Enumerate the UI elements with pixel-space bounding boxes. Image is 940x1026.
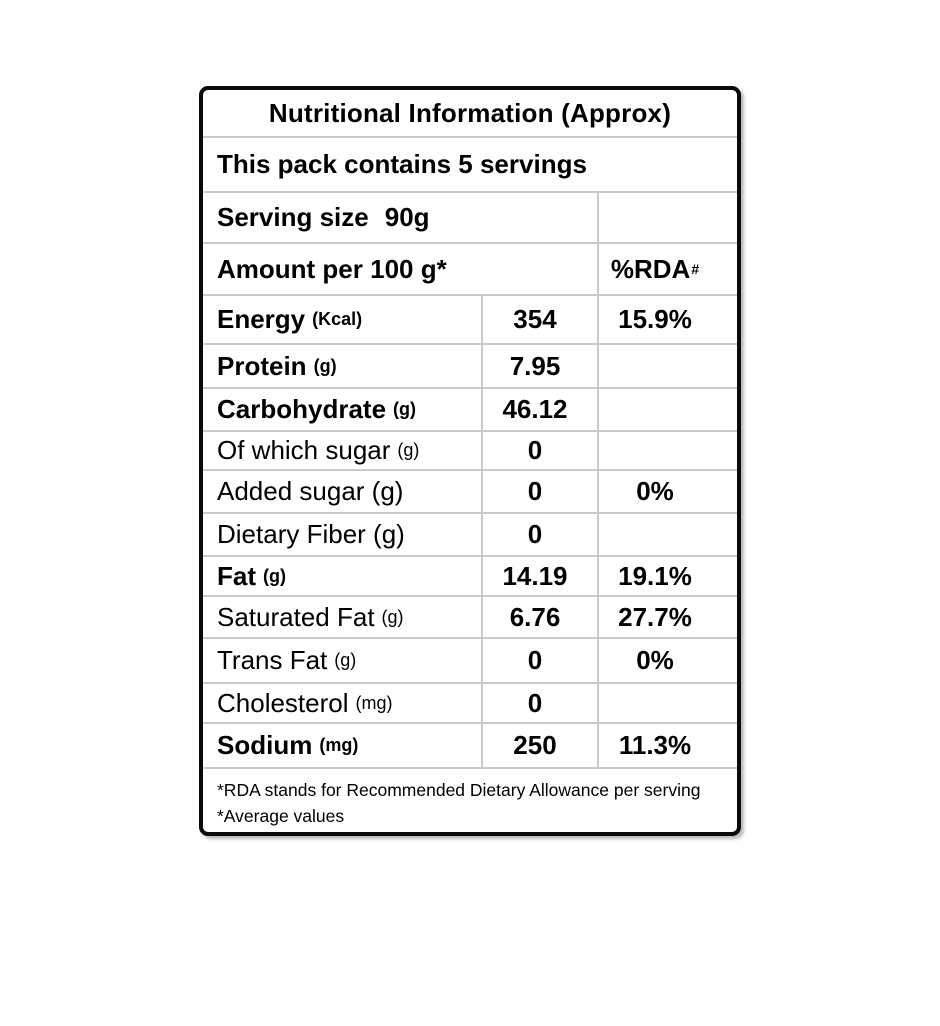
- nutrient-label-cell: Of which sugar (g): [203, 432, 481, 469]
- nutrient-label: Protein: [217, 350, 307, 381]
- nutrient-label-cell: Energy (Kcal): [203, 296, 481, 343]
- amount-value: 250: [481, 724, 597, 767]
- nutrient-label: Of which sugar: [217, 435, 391, 465]
- rda-value: 0%: [597, 471, 737, 512]
- nutrient-label: Carbohydrate: [217, 394, 387, 424]
- nutrient-label-cell: Trans Fat (g): [203, 639, 481, 682]
- rda-value: [597, 432, 737, 469]
- row-saturated-fat: Saturated Fat (g) 6.76 27.7%: [203, 597, 737, 639]
- nutrient-unit: (g): [393, 399, 417, 419]
- row-fat: Fat (g) 14.19 19.1%: [203, 557, 737, 597]
- nutrient-unit: (g): [397, 440, 420, 460]
- rda-value: [597, 684, 737, 722]
- amount-value: 46.12: [481, 389, 597, 430]
- column-header-row: Amount per 100 g* %RDA #: [203, 244, 737, 296]
- row-dietary-fiber: Dietary Fiber (g) 0: [203, 514, 737, 557]
- nutrient-label: Sodium: [217, 730, 313, 760]
- row-energy: Energy (Kcal) 354 15.9%: [203, 296, 737, 345]
- amount-value: 0: [481, 514, 597, 555]
- footnote-rda: *RDA stands for Recommended Dietary Allo…: [217, 780, 701, 800]
- rda-header-text: %RDA: [610, 253, 691, 284]
- nutrient-unit: (mg): [355, 692, 393, 713]
- nutrient-unit: (mg): [319, 735, 359, 755]
- row-of-which-sugar: Of which sugar (g) 0: [203, 432, 737, 471]
- nutrient-label-cell: Sodium (mg): [203, 724, 481, 767]
- amount-value: 0: [481, 684, 597, 722]
- amount-value: 6.76: [481, 597, 597, 637]
- nutrient-unit: (Kcal): [312, 309, 363, 329]
- amount-value: 354: [481, 296, 597, 343]
- panel-title: Nutritional Information (Approx): [268, 97, 672, 128]
- rda-header: %RDA #: [597, 244, 737, 294]
- rda-value: [597, 345, 737, 387]
- title-row: Nutritional Information (Approx): [203, 90, 737, 138]
- nutrient-label: Cholesterol: [217, 687, 349, 718]
- amount-value: 14.19: [481, 557, 597, 595]
- nutrient-label: Energy: [217, 304, 306, 334]
- amount-value: 0: [481, 639, 597, 682]
- row-trans-fat: Trans Fat (g) 0 0%: [203, 639, 737, 684]
- row-added-sugar: Added sugar (g) 0 0%: [203, 471, 737, 514]
- nutrient-label: Saturated Fat: [217, 601, 375, 632]
- rda-value: 27.7%: [597, 597, 737, 637]
- nutrient-label: Dietary Fiber (g): [217, 519, 405, 549]
- rda-value: 11.3%: [597, 724, 737, 767]
- footnote-average: *Average values: [217, 806, 345, 826]
- nutrient-label: Trans Fat: [217, 645, 328, 675]
- serving-size-label: Serving size: [217, 202, 369, 232]
- nutrient-label-cell: Dietary Fiber (g): [203, 514, 481, 555]
- row-protein: Protein (g) 7.95: [203, 345, 737, 389]
- nutrient-unit: (g): [313, 355, 337, 376]
- nutrient-unit: (g): [381, 606, 404, 627]
- serving-size-empty-cell: [597, 193, 737, 242]
- nutrient-label-cell: Fat (g): [203, 557, 481, 595]
- footnotes: *RDA stands for Recommended Dietary Allo…: [203, 769, 737, 832]
- pack-servings-row: This pack contains 5 servings: [203, 138, 737, 193]
- rda-value: [597, 514, 737, 555]
- rda-value: [597, 389, 737, 430]
- serving-size-cell: Serving size 90g: [203, 193, 597, 242]
- amount-value: 0: [481, 432, 597, 469]
- row-sodium: Sodium (mg) 250 11.3%: [203, 724, 737, 769]
- nutrient-label-cell: Saturated Fat (g): [203, 597, 481, 637]
- amount-per-header: Amount per 100 g*: [217, 253, 447, 284]
- amount-value: 7.95: [481, 345, 597, 387]
- rda-value: 15.9%: [597, 296, 737, 343]
- serving-size-value: 90g: [384, 202, 430, 232]
- pack-servings-text: This pack contains 5 servings: [217, 149, 587, 179]
- nutrient-label-cell: Added sugar (g): [203, 471, 481, 512]
- nutrient-unit: (g): [263, 565, 286, 586]
- nutrition-facts-panel: Nutritional Information (Approx) This pa…: [199, 86, 741, 836]
- nutrient-label-cell: Carbohydrate (g): [203, 389, 481, 430]
- serving-size-row: Serving size 90g: [203, 193, 737, 244]
- nutrient-label: Fat: [217, 560, 256, 591]
- row-cholesterol: Cholesterol (mg) 0: [203, 684, 737, 724]
- nutrient-unit: (g): [334, 650, 357, 670]
- amount-value: 0: [481, 471, 597, 512]
- rda-value: 19.1%: [597, 557, 737, 595]
- nutrient-label-cell: Cholesterol (mg): [203, 684, 481, 722]
- rda-value: 0%: [597, 639, 737, 682]
- row-carbohydrate: Carbohydrate (g) 46.12: [203, 389, 737, 432]
- nutrient-label: Added sugar (g): [217, 476, 404, 506]
- nutrient-label-cell: Protein (g): [203, 345, 481, 387]
